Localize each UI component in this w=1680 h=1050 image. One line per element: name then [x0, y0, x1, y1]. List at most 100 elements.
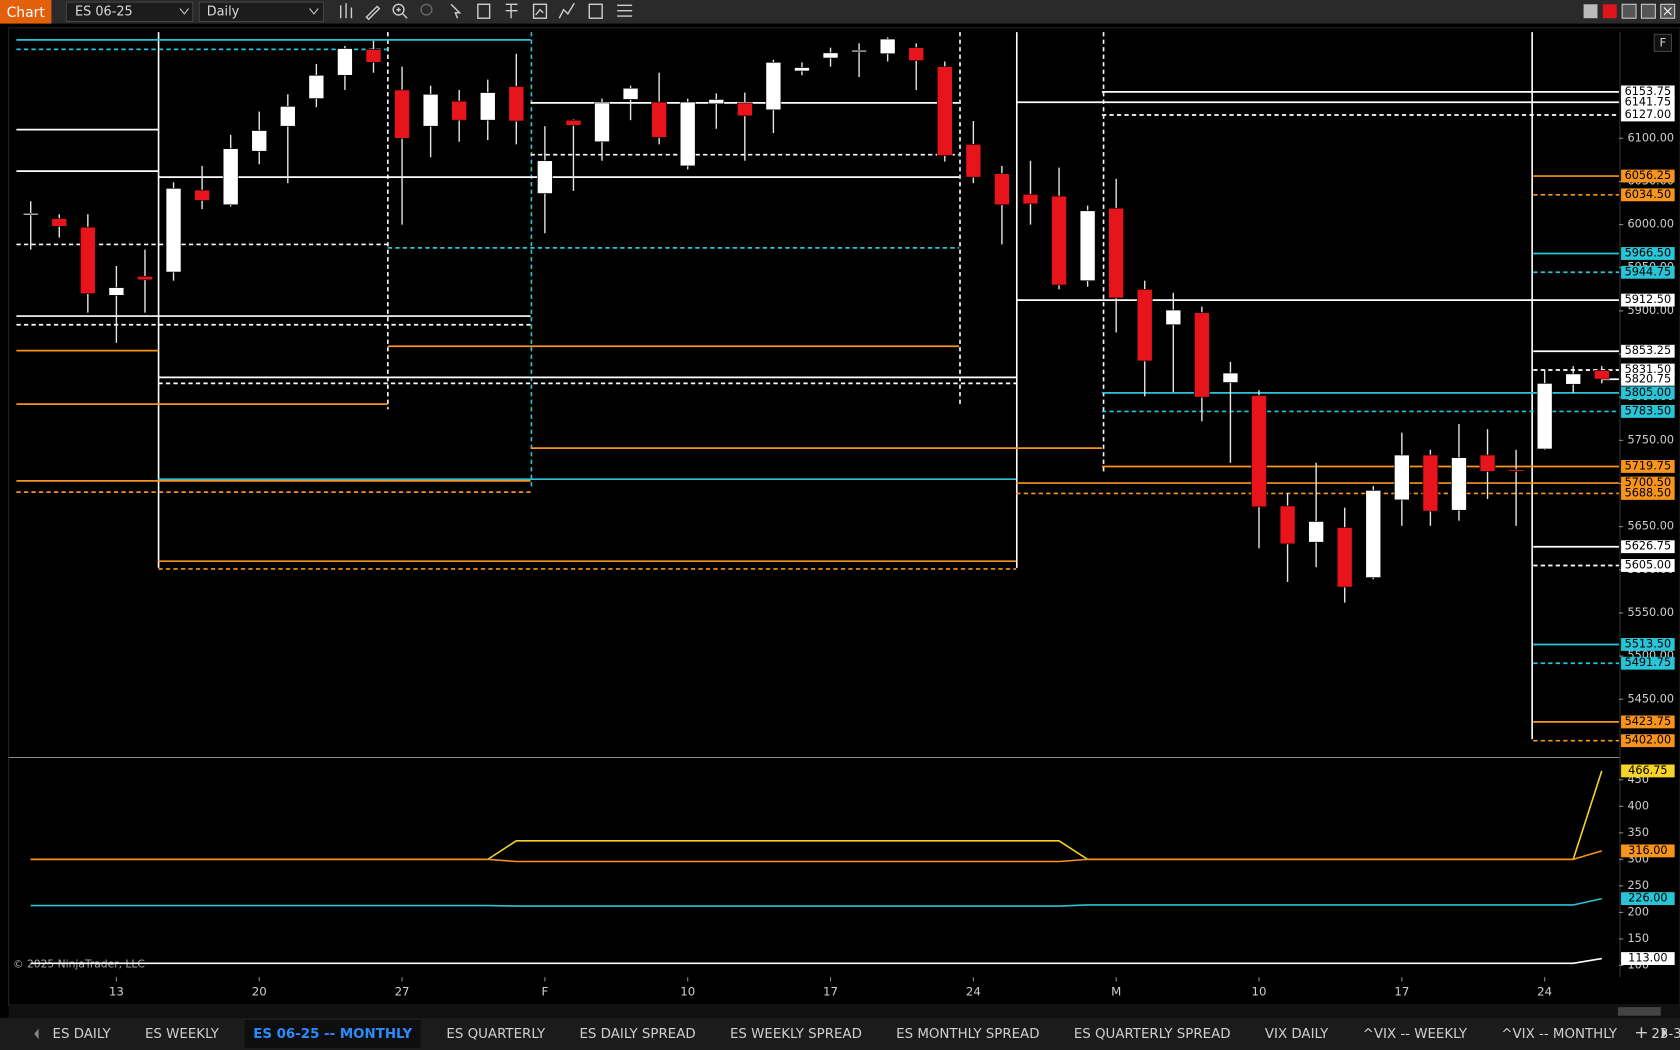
candle-body	[1222, 372, 1239, 383]
candle-body	[508, 86, 525, 122]
y-tick-label: 5750.00	[1628, 433, 1675, 446]
candle-body	[51, 218, 68, 227]
level-label: 5605.00	[1625, 558, 1672, 571]
level-label: 5700.50	[1625, 476, 1672, 489]
window-button[interactable]	[1583, 4, 1598, 19]
x-tick-label: M	[1111, 985, 1121, 999]
candle-body	[565, 119, 582, 126]
x-tick-label: 13	[109, 985, 124, 999]
tab-scroll-left[interactable]	[34, 1028, 39, 1040]
candle-body	[80, 226, 96, 294]
level-label: 5820.75	[1625, 372, 1672, 385]
candle-body	[936, 66, 953, 156]
candle-body	[1479, 454, 1496, 472]
tab-label: ES WEEKLY SPREAD	[730, 1027, 862, 1042]
candle-body	[851, 49, 867, 53]
tab-label: ^VIX -- WEEKLY	[1363, 1027, 1468, 1042]
x-tick-label: 20	[252, 985, 267, 999]
window-button[interactable]	[1640, 3, 1656, 19]
dropdown-arrow	[179, 8, 189, 15]
tool-icons[interactable]	[340, 2, 633, 21]
level-label-box	[1621, 638, 1675, 651]
level-label-box	[1621, 188, 1675, 202]
toolbar: Chart ES 06-25 Daily	[0, 0, 1680, 24]
interval: Daily	[207, 4, 240, 19]
candle-body	[1593, 370, 1610, 380]
candle-body	[1451, 457, 1467, 511]
plot: 5450.005500.005550.005600.005650.005700.…	[16, 37, 1675, 999]
y-tick-label: 5900.00	[1628, 304, 1675, 317]
candle-body	[879, 38, 896, 55]
candle-body	[394, 89, 410, 139]
x-tick-label: 17	[1394, 985, 1409, 999]
candle-body	[908, 47, 925, 61]
tab-label: VIX DAILY	[1265, 1027, 1329, 1042]
candle-body	[794, 67, 810, 72]
x-tick-label: 24	[966, 985, 981, 999]
indicator-line	[30, 897, 1602, 907]
level-label: 5805.00	[1625, 386, 1672, 399]
candle-body	[1165, 309, 1182, 326]
level-label-box	[1621, 476, 1675, 490]
candle-body	[679, 101, 696, 167]
candle-body	[251, 130, 268, 152]
level-label-box	[1621, 734, 1675, 748]
app-name: Chart	[7, 5, 46, 21]
y-tick-label: 5450.00	[1628, 692, 1675, 705]
level-label: 5831.50	[1625, 363, 1672, 376]
candle-body	[651, 101, 667, 138]
tab-label: ES DAILY SPREAD	[579, 1027, 695, 1042]
candle-body	[1279, 505, 1296, 545]
toolbar-bg	[0, 0, 1680, 24]
level-label: 5719.75	[1625, 459, 1672, 472]
scroll-thumb[interactable]	[1617, 1007, 1661, 1016]
candle-body	[308, 74, 325, 99]
tab-scroll-right[interactable]	[1661, 1027, 1668, 1039]
indicator-label: 113.00	[1628, 952, 1667, 965]
level-label-box	[1621, 386, 1675, 400]
level-label-box	[1621, 715, 1675, 729]
y-tick-label: 5650.00	[1628, 520, 1675, 533]
candle-body	[1136, 289, 1153, 362]
instrument: ES 06-25	[75, 4, 133, 19]
app-badge[interactable]	[0, 0, 52, 24]
tab-label: ES MONTHLY SPREAD	[896, 1027, 1039, 1042]
level-label: 5491.75	[1625, 656, 1672, 669]
level-label-box	[1621, 405, 1675, 418]
y2-tick-label: 350	[1628, 826, 1649, 839]
y2-tick-label: 150	[1628, 932, 1649, 945]
window-button[interactable]	[1602, 4, 1617, 19]
tab[interactable]	[244, 1020, 421, 1048]
indicator-label-box	[1621, 844, 1675, 858]
candle-body	[1508, 469, 1524, 472]
x-tick-label: 10	[680, 985, 695, 999]
level-label: 5944.75	[1625, 265, 1672, 278]
level-label: 6127.00	[1625, 108, 1672, 121]
instrument-select[interactable]	[65, 1, 194, 22]
tab-label: ES QUARTERLY SPREAD	[1074, 1027, 1231, 1042]
dropdown-arrow	[309, 8, 319, 15]
candle-body	[965, 144, 982, 178]
indicator-label-box	[1621, 892, 1675, 906]
candle-body	[1365, 490, 1382, 578]
level-label-box	[1621, 656, 1675, 670]
candle-body	[479, 92, 496, 121]
level-label-box	[1621, 95, 1675, 109]
indicator-line	[30, 850, 1603, 863]
level-label: 5783.50	[1625, 404, 1672, 417]
interval-select[interactable]	[198, 1, 325, 22]
add-tab[interactable]: +	[1634, 1023, 1648, 1043]
scrollbar[interactable]	[8, 1005, 1680, 1018]
candle-body	[1108, 207, 1125, 299]
y-tick-label: 6100.00	[1628, 131, 1675, 144]
level-label: 5513.50	[1625, 637, 1672, 650]
x-tick-label: 10	[1252, 985, 1267, 999]
indicator-label-box	[1621, 764, 1675, 778]
candle-body	[594, 102, 610, 143]
window-button[interactable]	[1621, 3, 1637, 19]
y2-tick-label: 250	[1628, 879, 1649, 892]
corner-button[interactable]	[1653, 33, 1672, 52]
level-label: 6153.75	[1625, 85, 1672, 98]
candle-body	[222, 148, 239, 206]
